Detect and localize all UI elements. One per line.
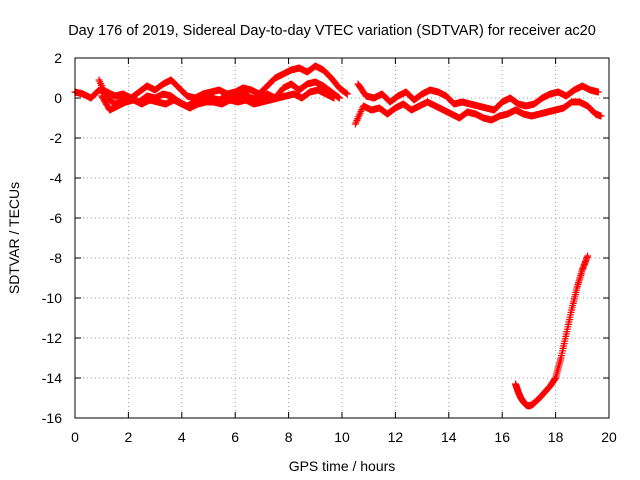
series-band-C bbox=[98, 86, 338, 114]
chart-title: Day 176 of 2019, Sidereal Day-to-day VTE… bbox=[68, 23, 596, 39]
x-tick-label: 0 bbox=[71, 429, 79, 445]
y-tick-label: -4 bbox=[50, 170, 63, 186]
x-tick-label: 4 bbox=[178, 429, 186, 445]
y-tick-label: 2 bbox=[54, 50, 62, 66]
x-axis-label: GPS time / hours bbox=[289, 458, 396, 474]
y-tick-label: -12 bbox=[42, 330, 62, 346]
y-tick-label: -10 bbox=[42, 290, 62, 306]
x-tick-label: 12 bbox=[388, 429, 404, 445]
y-tick-label: -2 bbox=[50, 130, 63, 146]
y-tick-label: -14 bbox=[42, 370, 62, 386]
series-band-F bbox=[512, 252, 592, 410]
chart-marks bbox=[71, 62, 605, 410]
y-tick-label: -16 bbox=[42, 410, 62, 426]
x-tick-label: 10 bbox=[334, 429, 350, 445]
x-tick-label: 2 bbox=[125, 429, 133, 445]
series-band-D bbox=[354, 80, 602, 114]
data-point bbox=[343, 90, 351, 98]
x-tick-label: 6 bbox=[231, 429, 239, 445]
data-point bbox=[584, 252, 592, 260]
x-tick-label: 20 bbox=[601, 429, 617, 445]
y-tick-label: -8 bbox=[50, 250, 63, 266]
y-tick-label: 0 bbox=[54, 90, 62, 106]
data-point bbox=[597, 112, 605, 120]
data-point bbox=[594, 88, 602, 96]
series-band-E bbox=[351, 98, 605, 128]
x-tick-label: 16 bbox=[494, 429, 510, 445]
x-tick-label: 14 bbox=[441, 429, 457, 445]
x-tick-label: 8 bbox=[285, 429, 293, 445]
y-tick-label: -6 bbox=[50, 210, 63, 226]
x-tick-label: 18 bbox=[548, 429, 564, 445]
chart-grid bbox=[75, 58, 609, 418]
data-point bbox=[330, 94, 338, 102]
plot-frame bbox=[74, 57, 610, 419]
y-axis-label: SDTVAR / TECUs bbox=[6, 182, 22, 294]
